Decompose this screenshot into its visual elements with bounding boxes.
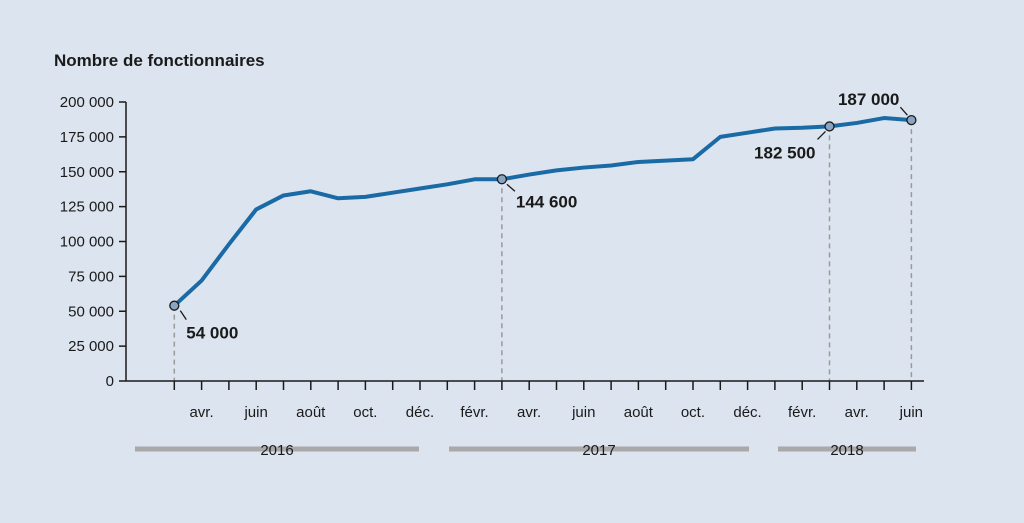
- year-label: 2016: [260, 442, 293, 459]
- year-bands: 2016 2017 2018: [135, 442, 916, 459]
- x-tick-label: juin: [243, 404, 267, 421]
- y-tick-label: 100 000: [60, 234, 114, 251]
- y-tick-label: 25 000: [68, 338, 114, 355]
- x-tick-label: avr.: [517, 404, 541, 421]
- year-label: 2017: [582, 442, 615, 459]
- data-point-marker: [824, 121, 835, 132]
- guide-lines: [173, 120, 913, 381]
- data-point-marker: [496, 174, 508, 185]
- x-tick-label: déc.: [733, 404, 761, 421]
- annotation-leader: [506, 183, 516, 192]
- x-tick-label: oct.: [681, 404, 705, 421]
- y-tick-label: 50 000: [68, 303, 114, 320]
- data-point-marker: [169, 300, 180, 311]
- x-tick-label: août: [624, 404, 654, 421]
- annotation-label: 54 000: [186, 324, 238, 343]
- x-tick-label: févr.: [788, 404, 816, 421]
- x-tick-label: juin: [899, 404, 923, 421]
- y-tick-label: 200 000: [60, 94, 114, 111]
- y-tick-label: 125 000: [60, 199, 114, 216]
- x-tick-label: avr.: [845, 404, 869, 421]
- annotation-label: 182 500: [754, 143, 815, 162]
- x-tick-label: juin: [571, 404, 595, 421]
- annotation-leader: [179, 310, 187, 321]
- y-tick-label: 150 000: [60, 164, 114, 181]
- series-line: [172, 116, 914, 308]
- x-tick-label: févr.: [460, 404, 488, 421]
- y-tick-label: 175 000: [60, 129, 114, 146]
- data-point-marker: [906, 114, 917, 126]
- annotation-leader: [899, 106, 908, 116]
- x-axis: avr. juin août oct. déc. févr. avr. juin août oct…: [126, 380, 924, 421]
- annotations: 54 000 144 600 182 500 187 000: [169, 90, 917, 343]
- x-tick-label: déc.: [406, 404, 434, 421]
- x-tick-label: oct.: [353, 404, 377, 421]
- year-label: 2018: [830, 442, 863, 459]
- y-tick-label: 75 000: [68, 268, 114, 285]
- y-axis: 200 000 175 000 150 000 125 000 100 000 75 00…: [60, 94, 127, 390]
- annotation-label: 187 000: [838, 90, 899, 109]
- x-tick-label: avr.: [189, 404, 213, 421]
- series-layer: [172, 116, 914, 308]
- y-tick-label: 0: [106, 373, 114, 390]
- annotation-leader: [817, 130, 826, 140]
- annotation-label: 144 600: [516, 192, 577, 211]
- x-tick-label: août: [296, 404, 326, 421]
- chart-title: Nombre de fonctionnaires: [54, 51, 265, 70]
